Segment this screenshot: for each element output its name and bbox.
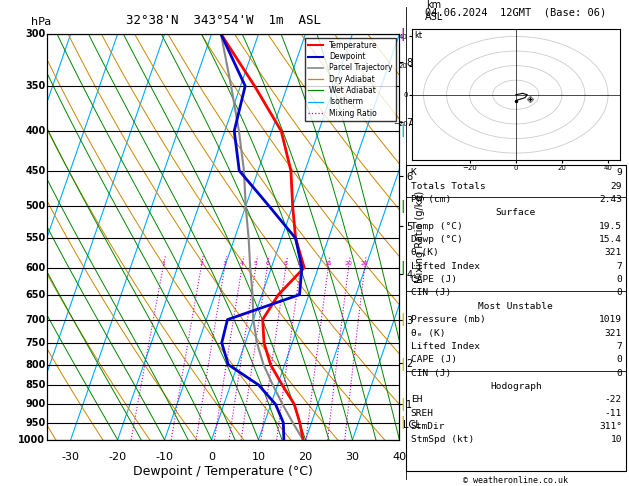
Text: 321: 321 bbox=[605, 248, 622, 258]
Text: 321: 321 bbox=[605, 329, 622, 338]
Text: 1019: 1019 bbox=[599, 315, 622, 324]
Text: Most Unstable: Most Unstable bbox=[479, 302, 553, 311]
Text: EH: EH bbox=[411, 396, 422, 404]
Text: 9: 9 bbox=[616, 168, 622, 177]
Text: -10: -10 bbox=[155, 452, 174, 462]
Text: 15.4: 15.4 bbox=[599, 235, 622, 244]
Text: 10: 10 bbox=[252, 452, 265, 462]
Text: 8: 8 bbox=[284, 261, 287, 266]
Text: Surface: Surface bbox=[496, 208, 536, 217]
Text: PW (cm): PW (cm) bbox=[411, 195, 451, 204]
Text: |: | bbox=[400, 358, 405, 371]
Text: Totals Totals: Totals Totals bbox=[411, 181, 486, 191]
Text: 700: 700 bbox=[25, 314, 45, 325]
Text: θₑ (K): θₑ (K) bbox=[411, 329, 445, 338]
Legend: Temperature, Dewpoint, Parcel Trajectory, Dry Adiabat, Wet Adiabat, Isotherm, Mi: Temperature, Dewpoint, Parcel Trajectory… bbox=[304, 38, 396, 121]
Text: LCL: LCL bbox=[403, 420, 421, 430]
Text: 04.06.2024  12GMT  (Base: 06): 04.06.2024 12GMT (Base: 06) bbox=[425, 7, 606, 17]
Text: 20: 20 bbox=[298, 452, 313, 462]
Y-axis label: Mixing Ratio (g/kg): Mixing Ratio (g/kg) bbox=[415, 191, 425, 283]
Text: 40: 40 bbox=[392, 452, 406, 462]
Text: 19.5: 19.5 bbox=[599, 222, 622, 231]
Text: 1000: 1000 bbox=[18, 435, 45, 445]
Text: Hodograph: Hodograph bbox=[490, 382, 542, 391]
Text: 29: 29 bbox=[611, 181, 622, 191]
Text: 500: 500 bbox=[25, 201, 45, 211]
Text: 450: 450 bbox=[25, 166, 45, 175]
Text: 400: 400 bbox=[25, 126, 45, 136]
Text: |: | bbox=[400, 28, 405, 40]
Text: θₑ(K): θₑ(K) bbox=[411, 248, 440, 258]
Text: 4: 4 bbox=[240, 261, 244, 266]
Text: 32°38'N  343°54'W  1m  ASL: 32°38'N 343°54'W 1m ASL bbox=[126, 14, 321, 27]
Text: -11: -11 bbox=[605, 409, 622, 418]
Text: 2.43: 2.43 bbox=[599, 195, 622, 204]
Text: hPa: hPa bbox=[31, 17, 51, 27]
Text: CIN (J): CIN (J) bbox=[411, 369, 451, 378]
Text: 650: 650 bbox=[25, 290, 45, 300]
Text: Pressure (mb): Pressure (mb) bbox=[411, 315, 486, 324]
Text: km
ASL: km ASL bbox=[425, 0, 443, 22]
Text: StmDir: StmDir bbox=[411, 422, 445, 431]
Text: 0: 0 bbox=[208, 452, 215, 462]
Text: K: K bbox=[411, 168, 416, 177]
Text: kt: kt bbox=[415, 31, 423, 40]
Text: Lifted Index: Lifted Index bbox=[411, 261, 480, 271]
Text: 311°: 311° bbox=[599, 422, 622, 431]
Text: 25: 25 bbox=[360, 261, 369, 266]
Text: 750: 750 bbox=[25, 338, 45, 348]
Text: Lifted Index: Lifted Index bbox=[411, 342, 480, 351]
Text: 850: 850 bbox=[25, 380, 45, 390]
Text: CAPE (J): CAPE (J) bbox=[411, 355, 457, 364]
Text: Dewp (°C): Dewp (°C) bbox=[411, 235, 462, 244]
Text: 5: 5 bbox=[253, 261, 258, 266]
Text: 300: 300 bbox=[25, 29, 45, 39]
Text: -30: -30 bbox=[62, 452, 80, 462]
Text: 950: 950 bbox=[25, 417, 45, 428]
Text: |: | bbox=[400, 261, 405, 274]
Text: 7: 7 bbox=[616, 261, 622, 271]
Text: |: | bbox=[400, 124, 405, 138]
Text: SREH: SREH bbox=[411, 409, 434, 418]
Text: 600: 600 bbox=[25, 262, 45, 273]
Text: 3: 3 bbox=[223, 261, 226, 266]
Text: 0: 0 bbox=[616, 355, 622, 364]
Text: 550: 550 bbox=[25, 233, 45, 243]
Text: |: | bbox=[400, 416, 405, 429]
Text: 900: 900 bbox=[25, 399, 45, 409]
Text: StmSpd (kt): StmSpd (kt) bbox=[411, 435, 474, 445]
Text: 0: 0 bbox=[616, 369, 622, 378]
Text: 1: 1 bbox=[161, 261, 165, 266]
Text: Temp (°C): Temp (°C) bbox=[411, 222, 462, 231]
Text: -20: -20 bbox=[109, 452, 126, 462]
Text: 800: 800 bbox=[25, 360, 45, 370]
Text: © weatheronline.co.uk: © weatheronline.co.uk bbox=[464, 475, 568, 485]
Text: 10: 10 bbox=[297, 261, 304, 266]
Text: 350: 350 bbox=[25, 81, 45, 91]
Text: 15: 15 bbox=[325, 261, 332, 266]
Text: 7: 7 bbox=[616, 342, 622, 351]
Text: -22: -22 bbox=[605, 396, 622, 404]
Text: CAPE (J): CAPE (J) bbox=[411, 275, 457, 284]
Text: |: | bbox=[400, 398, 405, 411]
Text: |: | bbox=[400, 200, 405, 213]
Text: 2: 2 bbox=[199, 261, 203, 266]
Text: 6: 6 bbox=[265, 261, 269, 266]
Text: 0: 0 bbox=[616, 275, 622, 284]
X-axis label: Dewpoint / Temperature (°C): Dewpoint / Temperature (°C) bbox=[133, 465, 313, 478]
Text: CIN (J): CIN (J) bbox=[411, 288, 451, 297]
Text: 20: 20 bbox=[345, 261, 352, 266]
Text: 0: 0 bbox=[616, 288, 622, 297]
Text: |: | bbox=[400, 313, 405, 326]
Text: 10: 10 bbox=[611, 435, 622, 445]
Text: 30: 30 bbox=[345, 452, 359, 462]
